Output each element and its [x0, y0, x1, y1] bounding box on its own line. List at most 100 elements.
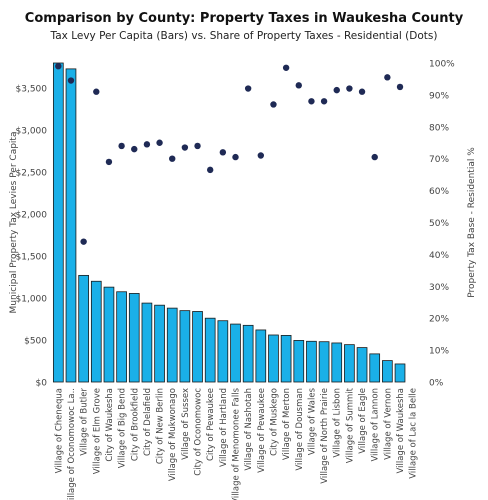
- category-label: Village of Oconomowoc La..: [67, 388, 77, 500]
- dot: [320, 98, 328, 105]
- bar: [154, 304, 165, 383]
- category-label: City of Muskego: [269, 388, 279, 456]
- bar: [65, 68, 77, 383]
- bar: [192, 311, 203, 383]
- category-label: Village of Lac la Belle: [409, 388, 419, 479]
- bar: [78, 274, 89, 383]
- dot: [194, 142, 201, 150]
- dot: [333, 86, 340, 94]
- dot: [358, 88, 366, 95]
- left-tick-label: $3,500: [16, 85, 48, 95]
- category-label: City of Delafield: [143, 388, 153, 456]
- category-label: City of New Berlin: [156, 388, 166, 464]
- category-label: Village of Pewaukee: [257, 388, 267, 473]
- dot: [384, 74, 391, 81]
- dot: [244, 85, 252, 92]
- bar: [116, 291, 127, 383]
- category-label: Village of Hartland: [219, 388, 229, 467]
- bar: [280, 335, 292, 383]
- dot: [257, 152, 265, 159]
- right-tick-label: 70%: [429, 155, 449, 165]
- right-tick-label: 10%: [429, 347, 449, 357]
- bar: [128, 293, 140, 383]
- category-label: Village of Waukesha: [396, 388, 406, 473]
- category-label: Village of North Prairie: [320, 388, 330, 484]
- left-tick-label: $1,500: [16, 253, 48, 263]
- bar: [369, 353, 381, 383]
- right-tick-label: 90%: [429, 91, 449, 101]
- dot: [55, 62, 62, 70]
- dot: [396, 83, 404, 91]
- right-tick-label: 20%: [429, 315, 449, 325]
- dot: [105, 158, 113, 166]
- category-label: Village of Summit: [345, 387, 355, 463]
- dot: [346, 85, 353, 92]
- dot: [131, 145, 138, 153]
- bar: [293, 340, 305, 383]
- category-label: City of Oconomowoc: [194, 388, 204, 476]
- category-label: Village of Nashotah: [244, 388, 254, 471]
- category-label: Village of Vernon: [383, 388, 393, 460]
- right-tick-label: 40%: [429, 251, 449, 261]
- bar: [356, 347, 368, 383]
- left-tick-label: $2,500: [16, 169, 48, 179]
- dot: [143, 141, 151, 148]
- left-tick-label: $1,000: [16, 295, 48, 305]
- dot: [219, 149, 227, 156]
- category-label: Village of Wales: [307, 387, 317, 455]
- bar: [242, 324, 254, 383]
- bar: [230, 323, 241, 383]
- category-label: Village of Elm Grove: [92, 388, 102, 474]
- category-label: Village of Chenequa: [54, 388, 64, 473]
- left-tick-label: $0: [36, 379, 48, 389]
- right-tick-label: 30%: [429, 283, 449, 293]
- dot: [232, 153, 239, 161]
- left-axis-title: Municipal Property Tax Levies Per Capita: [9, 132, 19, 314]
- category-label: City of Pewaukee: [206, 388, 216, 461]
- category-label: Village of Merton: [282, 388, 292, 460]
- dot: [80, 238, 87, 245]
- right-tick-label: 80%: [429, 123, 449, 133]
- dot: [282, 64, 290, 71]
- dot: [181, 144, 189, 151]
- category-label: Village of Dousman: [295, 388, 305, 471]
- bar: [204, 317, 216, 383]
- chart-subtitle: Tax Levy Per Capita (Bars) vs. Share of …: [50, 30, 438, 42]
- bar: [141, 302, 153, 383]
- dot: [295, 82, 302, 89]
- category-label: Village of Sussex: [181, 388, 191, 460]
- bar: [90, 280, 102, 383]
- bar: [179, 310, 191, 383]
- right-tick-label: 50%: [429, 219, 449, 229]
- bar: [306, 340, 317, 383]
- bar: [382, 360, 393, 383]
- bar: [52, 62, 64, 383]
- bar: [268, 334, 279, 383]
- bar: [255, 329, 267, 383]
- category-label: Village of Big Bend: [118, 388, 128, 468]
- right-tick-label: 100%: [429, 60, 455, 70]
- bar: [166, 307, 178, 383]
- dot: [206, 166, 214, 174]
- left-tick-label: $500: [24, 337, 47, 347]
- category-label: City of Brookfield: [130, 388, 140, 461]
- bar: [217, 320, 229, 383]
- dot: [308, 98, 315, 105]
- left-tick-label: $2,000: [16, 211, 48, 221]
- category-label: Village of Butler: [80, 387, 90, 455]
- left-tick-label: $3,000: [16, 127, 48, 137]
- bar: [318, 341, 330, 383]
- category-label: Village of Eagle: [358, 388, 368, 454]
- right-tick-label: 60%: [429, 187, 449, 197]
- dot: [93, 88, 100, 95]
- category-label: Village of Mukwonago: [168, 388, 178, 481]
- dot: [118, 142, 125, 150]
- right-tick-label: 0%: [429, 379, 444, 389]
- dot: [169, 155, 176, 162]
- category-label: City of Waukesha: [105, 388, 115, 462]
- dot: [371, 153, 378, 161]
- category-label: Village of Lannon: [371, 388, 381, 461]
- bar: [103, 286, 115, 383]
- dot: [67, 77, 75, 84]
- bar: [394, 363, 406, 383]
